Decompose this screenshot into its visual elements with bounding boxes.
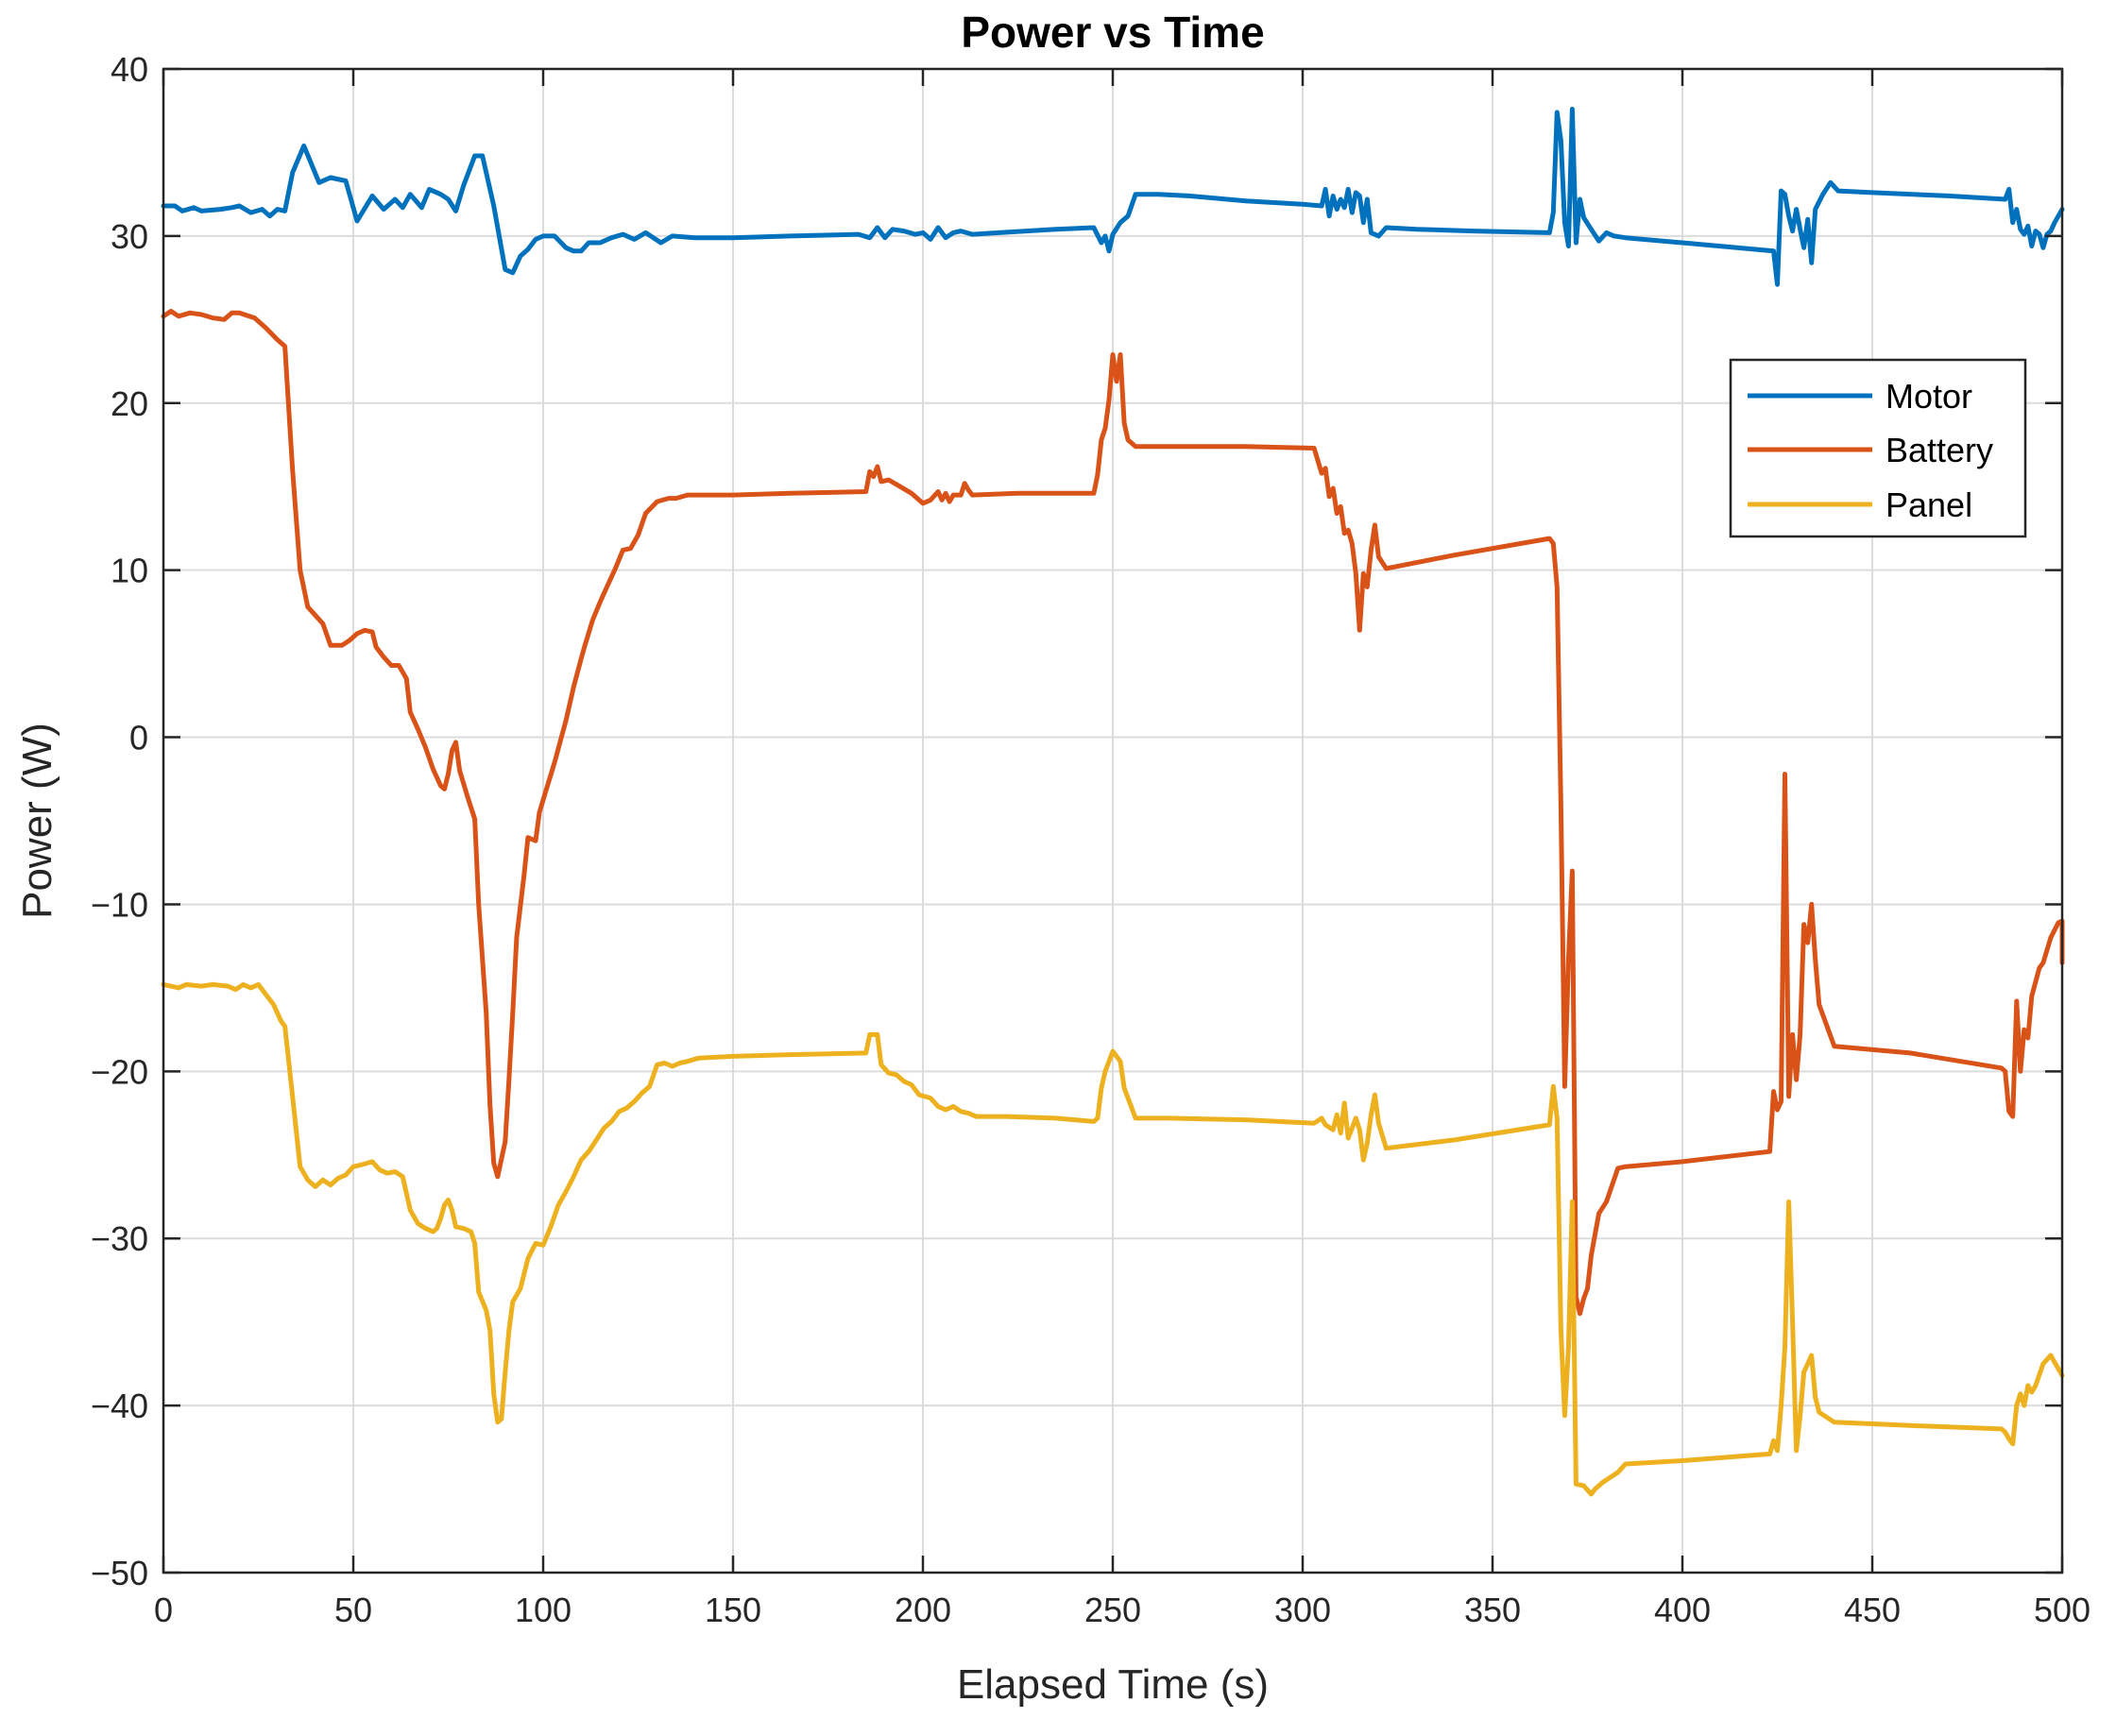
y-tick-label: 30 [111, 217, 148, 256]
y-tick-label: −30 [91, 1219, 148, 1258]
y-tick-label: −20 [91, 1052, 148, 1091]
y-tick-label: 40 [111, 50, 148, 89]
grid-lines [163, 69, 2062, 1573]
x-tick-label: 250 [1084, 1591, 1141, 1629]
x-tick-label: 0 [154, 1591, 173, 1629]
y-tick-label: −10 [91, 885, 148, 924]
x-tick-label: 450 [1844, 1591, 1901, 1629]
series-lines [161, 107, 2065, 1497]
legend: Motor Battery Panel [1729, 358, 2027, 538]
x-tick-label: 400 [1654, 1591, 1711, 1629]
x-tick-label: 350 [1464, 1591, 1521, 1629]
legend-label-motor: Motor [1886, 377, 1972, 416]
series-line-battery [161, 309, 2065, 1317]
x-tick-label: 100 [515, 1591, 572, 1629]
axis-tick-labels: 0 50 100 150 200 250 300 350 400 450 500403020100−… [91, 50, 2090, 1629]
x-tick-label: 200 [895, 1591, 951, 1629]
y-tick-label: 0 [129, 719, 148, 757]
series-line-motor [161, 107, 2065, 287]
x-axis-label: Elapsed Time (s) [957, 1661, 1269, 1708]
axis-ticks [162, 67, 2064, 1574]
y-tick-label: −50 [91, 1554, 148, 1592]
x-tick-label: 500 [2034, 1591, 2090, 1629]
legend-label-panel: Panel [1886, 485, 1972, 524]
chart-title: Power vs Time [961, 8, 1264, 57]
y-tick-label: 10 [111, 552, 148, 590]
y-tick-label: −40 [91, 1387, 148, 1425]
legend-label-battery: Battery [1886, 431, 1993, 469]
x-tick-label: 300 [1274, 1591, 1331, 1629]
x-tick-label: 150 [705, 1591, 761, 1629]
y-axis-label: Power (W) [14, 723, 60, 919]
y-tick-label: 20 [111, 384, 148, 423]
series-line-panel [161, 981, 2065, 1497]
x-tick-label: 50 [334, 1591, 372, 1629]
